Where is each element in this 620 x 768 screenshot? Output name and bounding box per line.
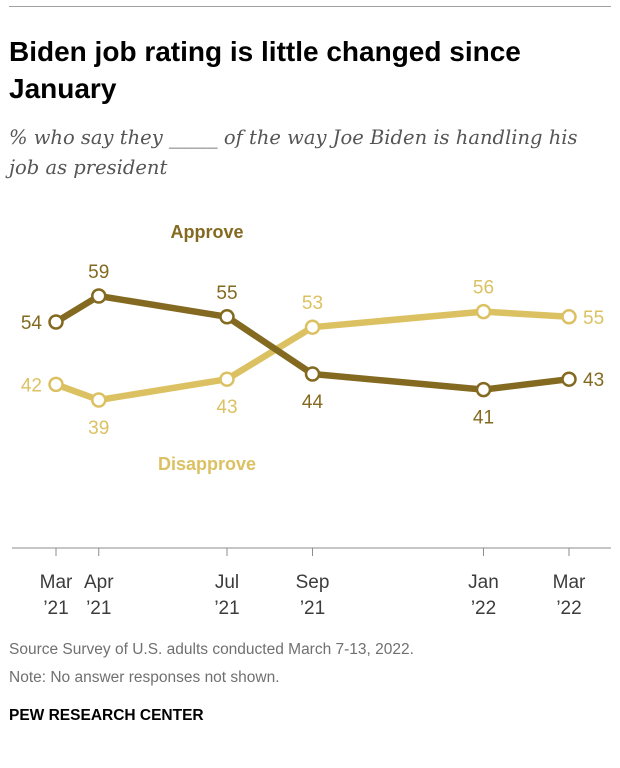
x-tick-label-year: ’21	[86, 598, 111, 619]
disapprove-data-point	[561, 309, 577, 325]
approve-data-point	[304, 366, 321, 382]
x-tick-label-month: Mar	[553, 572, 586, 593]
approve-data-label: 59	[88, 262, 109, 283]
disapprove-series-label: Disapprove	[158, 454, 256, 474]
approve-data-point	[561, 371, 577, 387]
footnote: Note: No answer responses not shown.	[9, 669, 280, 686]
chart-title: Biden job rating is little changed since…	[9, 36, 521, 104]
disapprove-data-label: 43	[216, 397, 237, 418]
top-rule	[9, 6, 611, 7]
x-tick-label-year: ’21	[300, 598, 325, 619]
approve-series-label: Approve	[170, 222, 243, 242]
disapprove-data-point	[48, 376, 64, 393]
x-tick-label-month: Apr	[84, 572, 114, 593]
approve-data-label: 55	[216, 283, 237, 304]
disapprove-data-label: 53	[302, 293, 323, 314]
disapprove-data-label: 56	[473, 278, 494, 299]
approve-data-point	[219, 309, 235, 325]
x-tick-label-month: Mar	[40, 572, 73, 593]
disapprove-data-label: 42	[21, 375, 42, 396]
approve-data-label: 44	[302, 392, 324, 413]
approve-data-point	[48, 314, 64, 330]
disapprove-data-point	[304, 319, 321, 335]
approve-data-label: 54	[21, 313, 43, 334]
source-note: Source Survey of U.S. adults conducted M…	[9, 641, 414, 658]
disapprove-data-point	[91, 392, 107, 408]
x-tick-label-month: Jan	[468, 572, 499, 593]
approve-series-line	[52, 292, 573, 393]
x-tick-label-month: Sep	[296, 572, 330, 593]
disapprove-data-point	[475, 303, 492, 320]
approve-data-point	[475, 381, 492, 398]
x-tick-label-year: ’21	[214, 598, 239, 619]
disapprove-data-point	[219, 371, 235, 387]
approve-data-point	[91, 288, 107, 304]
x-tick-label-month: Jul	[215, 572, 239, 593]
disapprove-data-label: 39	[88, 418, 109, 439]
chart-subtitle: % who say they _____ of the way Joe Bide…	[9, 126, 578, 179]
approve-data-label: 43	[583, 370, 604, 391]
x-tick-label-year: ’21	[43, 598, 68, 619]
line-chart: Mar ’21 Apr ’21 Jul ’21 Sep ’21 Jan ’22 Mar ’22 42 39…	[12, 222, 611, 619]
x-tick-label-year: ’22	[556, 598, 581, 619]
disapprove-data-label: 55	[583, 308, 604, 329]
brand-name: PEW RESEARCH CENTER	[9, 707, 204, 724]
approve-data-label: 41	[473, 408, 494, 429]
x-tick-label-year: ’22	[471, 598, 496, 619]
